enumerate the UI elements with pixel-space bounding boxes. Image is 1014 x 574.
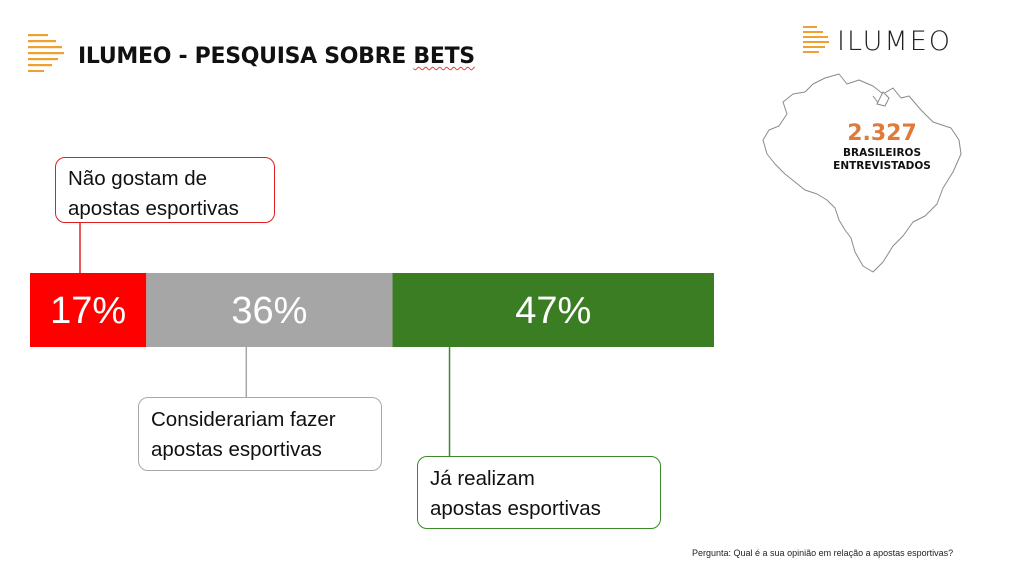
question-footnote: Pergunta: Qual é a sua opinião em relaçã… bbox=[692, 548, 954, 558]
respondents-label-line2: ENTREVISTADOS bbox=[833, 160, 931, 172]
callout-dislike-line2: apostas esportivas bbox=[68, 197, 239, 220]
ilumeo-logo: ILUMEO bbox=[803, 24, 952, 58]
brand-name: ILUMEO bbox=[837, 25, 953, 57]
callout-consider-line2: apostas esportivas bbox=[151, 438, 322, 461]
bar-segments bbox=[30, 273, 714, 347]
bar-segment-would-consider bbox=[146, 273, 393, 347]
bar-segment-dislike bbox=[30, 273, 147, 347]
page-title: ILUMEO - PESQUISA SOBRE BETS bbox=[78, 44, 475, 69]
bar-segment-already-bet bbox=[392, 273, 714, 347]
callout-already-bet: Já realizam apostas esportivas bbox=[417, 456, 661, 529]
callout-connectors bbox=[79, 222, 451, 457]
bar-labels: 17% 36% 47% bbox=[50, 290, 591, 332]
bar-label-would-consider: 36% bbox=[231, 290, 307, 332]
respondents-label-line1: BRASILEIROS bbox=[842, 147, 922, 159]
ilumeo-lines-icon bbox=[28, 34, 64, 72]
callout-already-line1: Já realizam bbox=[430, 467, 535, 490]
title-emphasis: BETS bbox=[413, 44, 475, 69]
callout-consider-line1: Considerariam fazer bbox=[151, 408, 336, 431]
bar-label-already-bet: 47% bbox=[515, 290, 591, 332]
logo-lines-icon bbox=[803, 26, 829, 53]
respondents-count: 2.327 bbox=[847, 121, 917, 146]
callout-already-line2: apostas esportivas bbox=[430, 497, 601, 520]
callout-dislike: Não gostam de apostas esportivas bbox=[55, 157, 275, 223]
callout-dislike-line1: Não gostam de bbox=[68, 167, 208, 190]
bar-label-dislike: 17% bbox=[50, 290, 126, 332]
callout-would-consider: Considerariam fazer apostas esportivas bbox=[138, 397, 382, 471]
brazil-map-outline bbox=[762, 73, 962, 273]
respondents-stat: 2.327 BRASILEIROS ENTREVISTADOS bbox=[822, 121, 942, 173]
